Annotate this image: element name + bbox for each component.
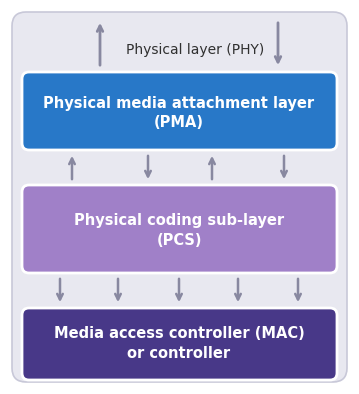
Text: (PCS): (PCS) (156, 232, 202, 247)
FancyBboxPatch shape (22, 185, 337, 273)
Text: (PMA): (PMA) (154, 115, 204, 130)
FancyBboxPatch shape (22, 308, 337, 380)
FancyBboxPatch shape (12, 12, 347, 382)
Text: Media access controller (MAC): Media access controller (MAC) (53, 325, 304, 340)
Text: or controller: or controller (127, 346, 230, 362)
Text: Physical coding sub-layer: Physical coding sub-layer (74, 212, 284, 227)
FancyBboxPatch shape (22, 72, 337, 150)
Text: Physical layer (PHY): Physical layer (PHY) (126, 43, 264, 57)
Text: Physical media attachment layer: Physical media attachment layer (43, 95, 314, 110)
